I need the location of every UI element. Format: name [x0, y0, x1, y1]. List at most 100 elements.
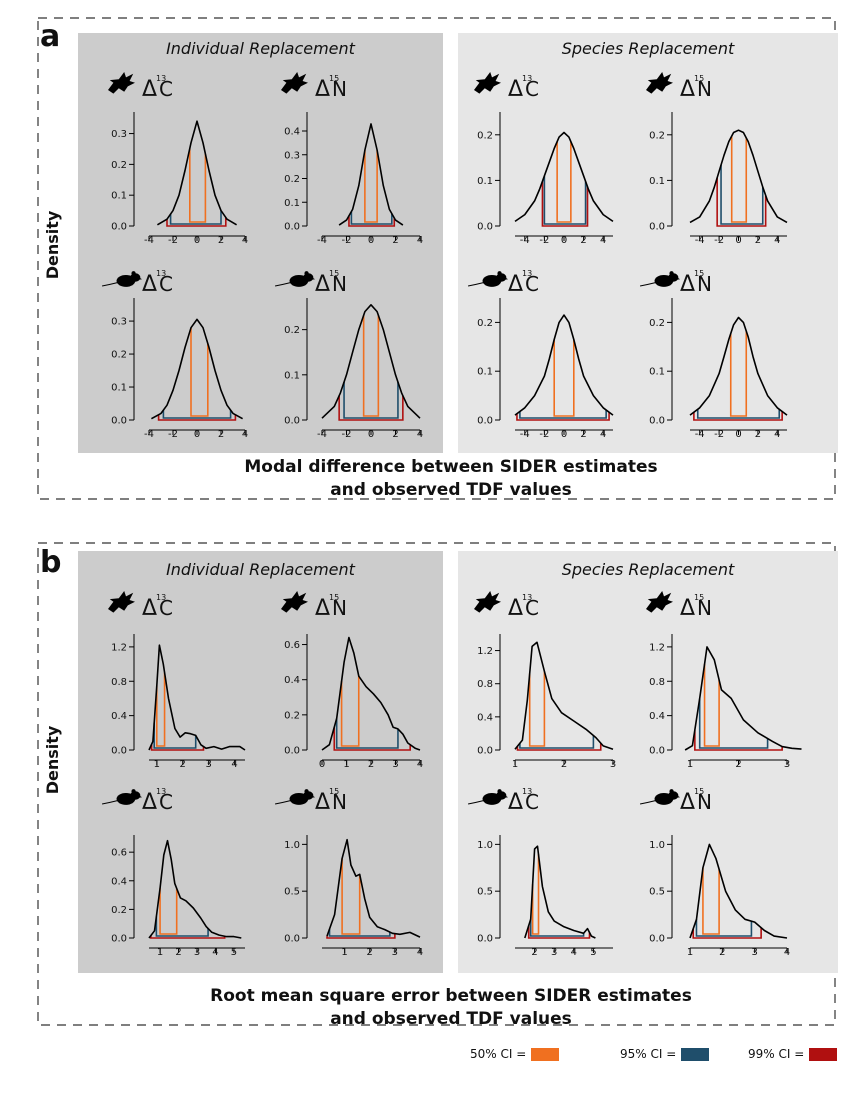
- y-tick-label: 0.2: [477, 130, 493, 141]
- x-tick-label: 3: [551, 947, 557, 958]
- x-tick-label: 4: [600, 235, 606, 246]
- y-tick-label: 0.2: [477, 318, 493, 329]
- x-tick-label: 5: [231, 947, 237, 958]
- y-tick-label: 0.0: [477, 416, 493, 427]
- rodent-icon: [467, 789, 509, 805]
- y-tick-label: 0.1: [111, 383, 127, 394]
- x-tick-label: 2: [392, 429, 398, 440]
- y-tick-label: 0.0: [477, 222, 493, 233]
- x-tick-label: -4: [520, 235, 530, 246]
- isotope-element: N: [697, 596, 712, 620]
- delta-symbol: Δ: [315, 790, 330, 815]
- ci99-interval: [541, 181, 589, 227]
- x-tick-label: -2: [539, 429, 549, 440]
- x-tick-label: 3: [194, 947, 200, 958]
- x-tick-label: 3: [392, 947, 398, 958]
- y-tick-label: 0.3: [111, 129, 127, 140]
- x-tick-label: 2: [755, 429, 761, 440]
- y-tick-label: 0.1: [649, 367, 665, 378]
- x-tick-label: 4: [417, 235, 423, 246]
- ci99-interval: [348, 215, 396, 227]
- y-tick-label: 0.0: [284, 222, 300, 233]
- ci50-interval: [531, 854, 540, 935]
- ci99-interval: [527, 925, 591, 939]
- x-tick-label: 1: [154, 759, 160, 770]
- isotope-mass: 15: [329, 787, 339, 796]
- isotope-element: N: [332, 790, 347, 814]
- x-tick-label: -2: [539, 235, 549, 246]
- x-tick-label: 2: [735, 759, 741, 770]
- x-tick-label: 4: [774, 235, 780, 246]
- delta-symbol: Δ: [315, 596, 330, 621]
- x-tick-label: 2: [180, 759, 186, 770]
- x-tick-label: 4: [417, 947, 423, 958]
- ci99-interval: [694, 729, 783, 751]
- x-tick-label: 1: [687, 947, 693, 958]
- isotope-element: C: [525, 272, 539, 296]
- y-tick-label: 0.3: [284, 150, 300, 161]
- bird-icon: [474, 72, 501, 94]
- ci95-interval: [695, 919, 753, 937]
- panel-b: b Density Root mean square error between S…: [37, 542, 838, 1029]
- y-tick-label: 0.0: [649, 222, 665, 233]
- ci99-interval: [693, 411, 783, 421]
- panel-letter: a: [40, 19, 60, 54]
- y-tick-label: 0.1: [477, 367, 493, 378]
- density-curve: [689, 129, 788, 224]
- x-tick-label: 2: [561, 759, 567, 770]
- y-tick-label: 0.2: [649, 130, 665, 141]
- bird-icon: [108, 591, 135, 613]
- y-tick-label: 0.5: [649, 887, 665, 898]
- delta-symbol: Δ: [680, 77, 695, 102]
- y-tick-label: 0.0: [111, 746, 127, 757]
- density-curve: [338, 123, 404, 226]
- ci50-interval: [702, 867, 720, 935]
- isotope-mass: 13: [522, 593, 532, 602]
- group-title: Species Replacement: [562, 560, 735, 579]
- x-tick-label: -2: [342, 429, 352, 440]
- ci50-interval: [364, 150, 378, 223]
- isotope-mass: 15: [694, 787, 704, 796]
- y-tick-label: 1.0: [477, 840, 493, 851]
- caption-line: and observed TDF values: [330, 480, 572, 500]
- x-tick-label: 2: [218, 235, 224, 246]
- x-tick-label: -4: [144, 429, 154, 440]
- x-tick-label: -4: [144, 235, 154, 246]
- legend-99-swatch: [809, 1047, 838, 1061]
- isotope-mass: 15: [329, 269, 339, 278]
- y-tick-label: 0.0: [111, 222, 127, 233]
- isotope-mass: 15: [694, 74, 704, 83]
- caption-line: and observed TDF values: [330, 1009, 572, 1029]
- y-tick-label: 0.2: [284, 325, 300, 336]
- y-tick-label: 0.0: [284, 746, 300, 757]
- density-curve: [514, 314, 614, 416]
- ci99-interval: [716, 177, 767, 227]
- ci99-interval: [338, 395, 404, 421]
- y-tick-label: 1.2: [111, 642, 127, 653]
- density-curve: [524, 845, 596, 939]
- legend-50: 50% CI =: [470, 1047, 560, 1061]
- y-tick-label: 0.0: [649, 416, 665, 427]
- isotope-element: N: [332, 272, 347, 296]
- group-background: [78, 551, 443, 973]
- density-curve: [321, 636, 421, 751]
- delta-symbol: Δ: [315, 272, 330, 297]
- x-tick-label: 4: [417, 759, 423, 770]
- group-background: [458, 551, 838, 973]
- panel-a: a Density Modal difference between SIDER e…: [37, 17, 838, 500]
- ci95-interval: [155, 916, 209, 937]
- isotope-element: N: [697, 272, 712, 296]
- y-tick-label: 0.1: [477, 176, 493, 187]
- isotope-mass: 15: [694, 269, 704, 278]
- ci95-interval: [328, 928, 391, 937]
- group-title: Species Replacement: [562, 39, 735, 58]
- delta-symbol: Δ: [142, 272, 157, 297]
- y-tick-label: 0.2: [111, 905, 127, 916]
- y-tick-label: 0.0: [649, 746, 665, 757]
- x-tick-label: 1: [687, 759, 693, 770]
- legend-99-label: 99% CI =: [748, 1047, 805, 1061]
- ci50-interval: [190, 327, 209, 417]
